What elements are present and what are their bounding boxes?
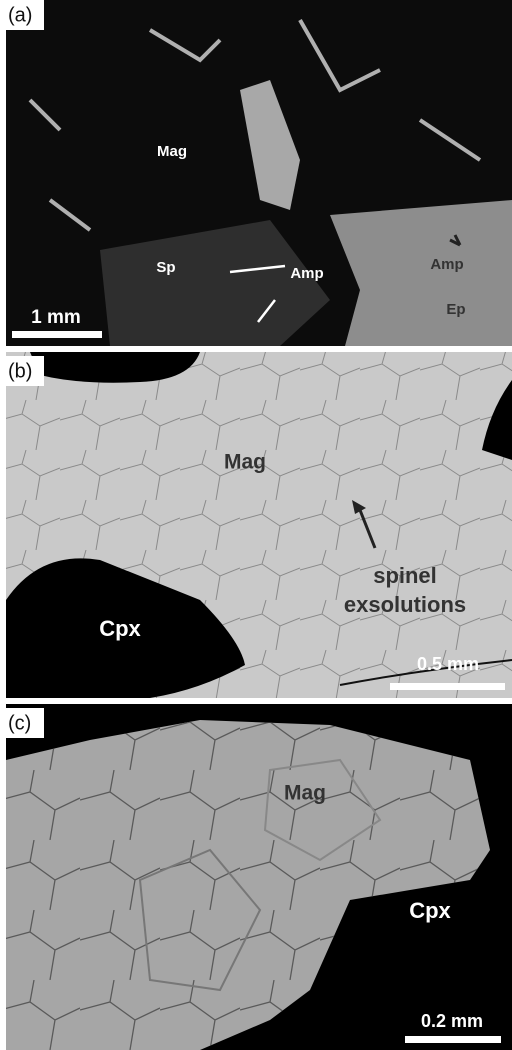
scale-bar-label: 1 mm <box>31 307 81 328</box>
panel-label: (b) <box>8 360 32 382</box>
arrow <box>356 504 377 549</box>
scale-bar <box>12 331 102 338</box>
label-bg <box>0 356 44 386</box>
matrix-region <box>330 200 512 346</box>
annotation: Amp <box>290 265 323 282</box>
annotation: Amp <box>430 256 463 273</box>
annotation: Cpx <box>409 898 451 923</box>
cpx-grain <box>6 558 245 698</box>
annotation: Sp <box>156 259 175 276</box>
spinel-region <box>100 220 330 346</box>
annotation: spinel <box>373 563 437 588</box>
arrow <box>229 264 286 323</box>
zoning <box>138 848 262 992</box>
scale-bar-label: 0.5 mm <box>417 654 479 674</box>
amphibole-grains <box>28 19 482 232</box>
annotation: Ep <box>446 301 465 318</box>
panel-b: (b) Mag spinel exsolutions Cpx 0.5 mm <box>0 352 512 698</box>
panel-label: (c) <box>8 712 31 734</box>
scale-bar <box>390 683 505 690</box>
panel-c: (c) Mag Cpx 0.2 mm <box>0 704 512 1050</box>
label-bg <box>0 0 44 30</box>
scale-bar-label: 0.2 mm <box>421 1011 483 1031</box>
panel-label: (a) <box>8 4 32 26</box>
arrow <box>449 234 462 247</box>
cpx-grain <box>482 380 512 460</box>
amphibole-vein <box>240 80 300 210</box>
annotation: Mag <box>224 451 266 474</box>
label-bg <box>0 708 44 738</box>
annotation: Mag <box>157 143 187 160</box>
zoning <box>263 758 382 862</box>
arrowhead <box>352 500 366 514</box>
cpx-grain <box>30 352 200 383</box>
annotation: exsolutions <box>344 592 466 617</box>
crack <box>339 659 512 686</box>
annotation: Cpx <box>99 616 141 641</box>
scale-bar <box>405 1036 501 1043</box>
panel-a: (a) Mag Sp Amp Amp Ep 1 mm <box>0 0 512 346</box>
annotation: Mag <box>284 782 326 805</box>
